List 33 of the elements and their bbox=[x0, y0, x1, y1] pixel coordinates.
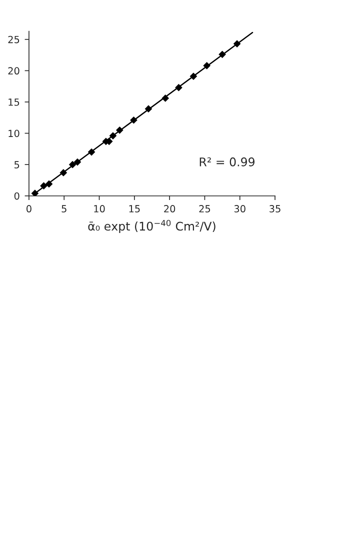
point bbox=[45, 180, 53, 188]
point bbox=[130, 116, 138, 124]
point bbox=[74, 158, 82, 166]
point bbox=[116, 126, 124, 134]
x-tick-label: 30 bbox=[234, 205, 246, 212]
point bbox=[203, 62, 210, 70]
point bbox=[68, 160, 76, 168]
x-tick-label: 10 bbox=[94, 205, 105, 212]
point bbox=[60, 169, 68, 176]
y-tick-label: 15 bbox=[8, 98, 20, 106]
y-tick-label: 5 bbox=[14, 161, 20, 168]
point bbox=[31, 190, 39, 196]
point bbox=[218, 50, 226, 58]
point bbox=[175, 84, 182, 92]
point bbox=[88, 148, 96, 156]
x-tick-label: 15 bbox=[129, 205, 140, 212]
point bbox=[162, 94, 170, 102]
x-tick-label: 35 bbox=[270, 205, 280, 212]
point bbox=[109, 132, 117, 140]
x-axis-title: ᾱ₀ expt (10$^{−40}$ Cm²/V) bbox=[88, 220, 216, 233]
x-tick-label: 5 bbox=[62, 205, 66, 212]
point bbox=[233, 40, 241, 48]
y-tick-label: 20 bbox=[8, 67, 20, 75]
annotation: R² = 0.99 bbox=[200, 157, 254, 166]
x-tick-label: 20 bbox=[164, 205, 176, 212]
y-tick-label: 25 bbox=[8, 36, 20, 44]
x-tick-label: 0 bbox=[26, 205, 32, 212]
point bbox=[40, 182, 48, 190]
y-tick-label: 0 bbox=[14, 192, 20, 200]
point bbox=[190, 72, 198, 80]
point bbox=[144, 105, 152, 113]
y-tick-label: 10 bbox=[8, 130, 20, 138]
x-tick-label: 25 bbox=[199, 205, 210, 212]
